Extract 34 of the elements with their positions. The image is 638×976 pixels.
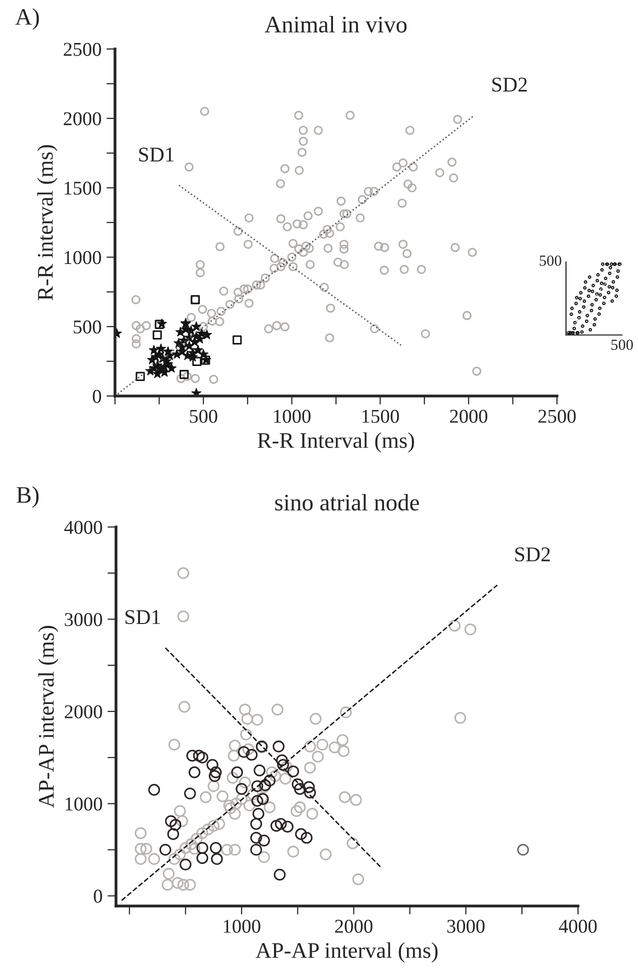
- x-tick-label: 4000: [558, 920, 597, 933]
- y-tick-label: 0: [94, 890, 102, 903]
- x-tick-label: 3000: [447, 920, 485, 933]
- chart-title: Animal in vivo: [264, 16, 407, 33]
- x-tick-label: 2000: [450, 410, 488, 423]
- text: A): [15, 8, 39, 30]
- y-tick-label: 1500: [64, 182, 102, 195]
- annotation: 500: [540, 256, 562, 266]
- x-tick-label: 1000: [224, 920, 260, 933]
- y-axis-title: R-R interval (ms): [37, 145, 58, 300]
- x-tick-label: 500: [190, 410, 218, 423]
- y-tick-label: 1000: [64, 251, 102, 264]
- x-axis-title: R-R Interval (ms): [258, 432, 414, 453]
- y-tick-label: 2500: [64, 42, 102, 56]
- x-tick-label: 1000: [274, 410, 311, 423]
- y-tick-label: 500: [74, 320, 102, 334]
- chart-title: sino atrial node: [275, 494, 419, 511]
- x-tick-label: 2500: [538, 410, 576, 423]
- y-tick-label: 2000: [64, 112, 102, 126]
- x-axis-title: AP-AP interval (ms): [256, 942, 438, 963]
- text: B): [16, 486, 39, 508]
- y-tick-label: 0: [92, 390, 102, 403]
- y-tick-label: 1000: [66, 797, 102, 811]
- text: 500: [611, 340, 633, 350]
- x-tick-label: 1500: [362, 410, 399, 423]
- y-tick-label: 2000: [64, 705, 102, 718]
- y-tick-label: 3000: [64, 613, 102, 626]
- series-label: SD1: [126, 610, 160, 624]
- series-label: SD2: [515, 547, 550, 562]
- y-tick-label: 4000: [64, 520, 102, 534]
- y-axis-title: AP-AP interval (ms): [38, 626, 58, 808]
- series-label: SD2: [492, 78, 527, 92]
- series-label: SD1: [139, 148, 174, 162]
- x-tick-label: 2000: [335, 920, 372, 933]
